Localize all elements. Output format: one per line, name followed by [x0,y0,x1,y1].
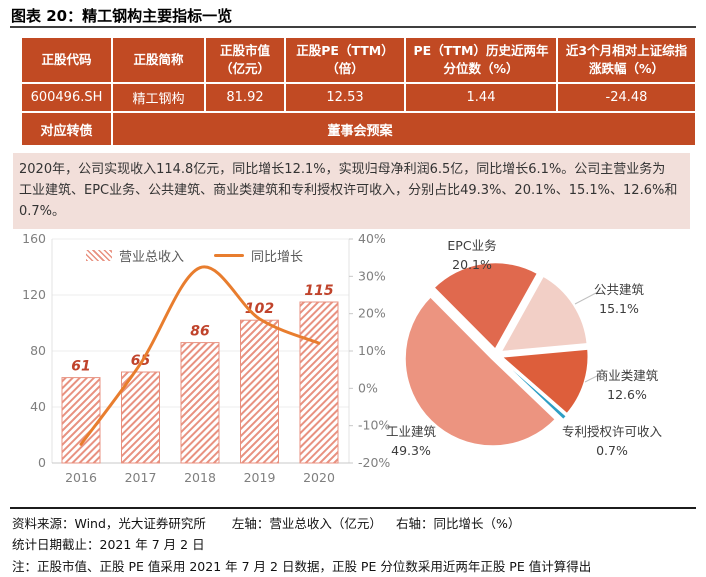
left-axis-tick: 40 [30,399,46,414]
bar-2016 [61,377,101,464]
convertible-row: 对应转债 董事会预案 [22,113,695,145]
cell-code: 600496.SH [22,84,111,111]
pie-label-patent-pct: 0.7% [596,442,628,458]
cell-pe-percentile: 1.44 [406,84,556,111]
pie-chart-svg [403,260,600,448]
pie-slice-4 [499,358,567,420]
right-axis-tick: 10% [358,343,386,358]
right-axis-tick: 0% [358,380,378,395]
right-axis-tick: -10% [358,418,390,433]
summary-paragraph: 2020年，公司实现收入114.8亿元，同比增长12.1%，实现归母净利润6.5… [13,153,690,230]
growth-line-swatch-icon [214,254,245,258]
table-row: 600496.SH 精工钢构 81.92 12.53 1.44 -24.48 [22,84,695,111]
x-axis-category-label: 2020 [303,470,335,485]
leader-line-public [574,292,597,305]
footer-date-line: 统计日期截止：2021 年 7 月 2 日 [12,537,205,553]
pie-label-epc-pct: 20.1% [452,256,492,272]
legend-revenue-label: 营业总收入 [119,250,185,266]
pie-label-industrial-pct: 49.3% [391,442,431,458]
pie-slice-0 [403,295,558,448]
pie-label-patent: 专利授权许可收入 0.7% [547,423,677,461]
leader-line-commercial [584,374,600,383]
cell-convertible-value: 董事会预案 [113,113,695,145]
col-header-code: 正股代码 [22,38,111,82]
bar-2020 [299,301,339,464]
x-axis-category-label: 2018 [184,470,216,485]
x-axis-category-label: 2017 [125,470,157,485]
left-axis-tick: 160 [22,231,46,246]
bar-value-label: 86 [190,324,210,340]
table-header-row: 正股代码 正股简称 正股市值 （亿元） 正股PE（TTM） （倍） PE（TTM… [22,38,695,82]
footer: 资料来源：Wind，光大证券研究所 左轴：营业总收入（亿元） 右轴：同比增长（%） … [0,509,706,577]
title-rule [10,26,696,28]
bar-2018 [180,342,220,464]
bar-value-label: 61 [71,359,90,375]
figure-title: 图表 20：精工钢构主要指标一览 [11,7,233,25]
revenue-mix-pie: 工业建筑 49.3% EPC业务 20.1% 公共建筑 15.1% 商业类建筑 … [380,229,706,501]
source-note: 资料来源：Wind，光大证券研究所 [12,516,206,532]
pie-label-public-name: 公共建筑 [593,282,644,298]
bar-line-chart-svg: 04080120160-20%-10%0%10%20%30%40%6120166… [22,231,390,485]
pie-label-industrial-name: 工业建筑 [385,424,436,440]
cell-mcap: 81.92 [206,84,284,111]
col-header-relative-change: 近3个月相对上证综指 涨跌幅（%） [558,38,695,82]
growth-line [79,265,321,446]
revenue-hatch-swatch-icon [86,250,112,262]
revenue-growth-chart: 0 40 80 120 160 -20% -10% 0% 10% 20% 30% 40% 61 2016 6… [8,229,408,501]
col-header-pe: 正股PE（TTM） （倍） [286,38,404,82]
pie-label-commercial-name: 商业类建筑 [595,368,659,384]
pie-slice-1 [432,260,540,352]
x-axis-category-label: 2016 [65,470,97,485]
left-axis-tick: 120 [22,287,46,302]
col-header-mcap: 正股市值 （亿元） [206,38,284,82]
pie-label-commercial: 商业类建筑 12.6% [582,367,672,405]
chart-legend: 营业总收入 同比增长 [86,246,303,265]
col-header-name: 正股简称 [113,38,204,82]
stock-info-table: 正股代码 正股简称 正股市值 （亿元） 正股PE（TTM） （倍） PE（TTM… [20,36,697,147]
bar-value-label: 115 [304,283,333,299]
pie-label-public: 公共建筑 15.1% [579,281,659,319]
legend-revenue: 营业总收入 [86,246,184,265]
pie-label-epc: EPC业务 20.1% [432,237,512,275]
cell-relative-change: -24.48 [558,84,695,111]
cell-convertible-label: 对应转债 [22,113,111,145]
charts-row: 0 40 80 120 160 -20% -10% 0% 10% 20% 30% 40% 61 2016 6… [0,229,706,501]
legend-growth-label: 同比增长 [251,250,304,266]
right-axis-tick: 30% [358,268,386,283]
cell-name: 精工钢构 [113,84,204,111]
col-header-pe-percentile: PE（TTM）历史近两年 分位数（%） [406,38,556,82]
pie-slice-2 [498,274,590,354]
right-axis-tick: 20% [358,306,386,321]
right-axis-note: 右轴：同比增长（%） [395,516,521,532]
left-axis-tick: 0 [38,455,46,470]
legend-growth: 同比增长 [214,246,303,265]
pie-label-public-pct: 15.1% [599,300,639,316]
pie-label-patent-name: 专利授权许可收入 [561,424,662,440]
left-axis-tick: 80 [30,343,46,358]
bar-2019 [240,319,279,464]
pie-slice-3 [499,347,591,416]
left-axis-note: 左轴：营业总收入（亿元） [231,516,382,532]
right-axis-tick: -20% [358,455,390,470]
right-axis-tick: 40% [358,231,386,246]
cell-pe: 12.53 [286,84,404,111]
bar-2017 [121,371,160,464]
pie-label-epc-name: EPC业务 [447,238,497,254]
pie-label-commercial-pct: 12.6% [607,386,647,402]
footer-source-line: 资料来源：Wind，光大证券研究所 左轴：营业总收入（亿元） 右轴：同比增长（%） [12,513,696,534]
footer-note-line: 注：正股市值、正股 PE 值采用 2021 年 7 月 2 日数据，正股 PE … [12,558,592,574]
x-axis-category-label: 2019 [244,470,276,485]
pie-label-industrial: 工业建筑 49.3% [371,423,451,461]
footer-rule [10,507,696,510]
